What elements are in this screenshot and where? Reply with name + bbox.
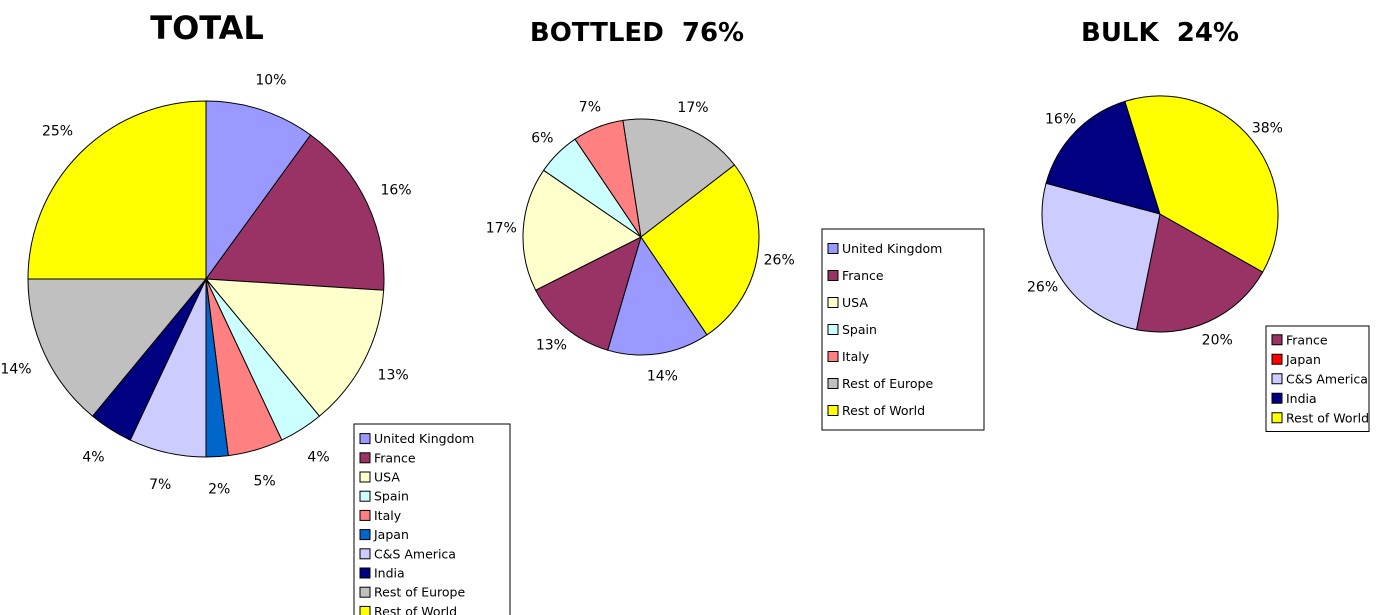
pie-bulk-labels: 20% 26% 16% 38%	[1027, 111, 1283, 348]
legend-item-spain: Spain	[374, 489, 409, 504]
legend-swatch-japan	[1271, 353, 1283, 365]
pie-bottled-slices	[522, 118, 760, 356]
legend-item-france: France	[842, 268, 884, 283]
legend-swatch-italy	[827, 351, 839, 362]
pie-bulk-slices	[1041, 95, 1279, 333]
data-label-rest-of-europe: 17%	[677, 100, 708, 116]
pie-slice-cands-america	[1041, 182, 1161, 331]
legend-item-rest-of-europe: Rest of Europe	[374, 585, 465, 600]
pie-chart-bottled: BOTTLED 76% 14% 13% 17% 6% 7% 17% 26% United K…	[486, 18, 985, 431]
legend-item-spain: Spain	[842, 322, 877, 337]
data-label-usa: 17%	[486, 221, 517, 237]
legend-swatch-usa	[359, 471, 371, 483]
pie-slice-rest-of-europe	[622, 118, 736, 238]
legend-item-rest-of-world: Rest of World	[842, 403, 925, 418]
legend-item-cands-america: C&S America	[1286, 371, 1368, 386]
legend-item-usa: USA	[374, 470, 400, 485]
pie-slice-france	[1135, 213, 1264, 333]
pie-chart-total: TOTAL 10% 16% 13% 4% 5% 2% 7% 4% 14% 25% United K…	[0, 9, 511, 615]
data-label-france: 13%	[536, 338, 567, 354]
legend-item-japan: Japan	[1285, 352, 1321, 367]
pie-slice-usa	[522, 169, 642, 291]
pie-slice-rest-of-world	[640, 164, 760, 336]
pie-chart-bulk: BULK 24% 20% 26% 16% 38% France Japan C&S Ame…	[1027, 18, 1370, 432]
pie-slice-united-kingdom	[205, 100, 312, 281]
data-label-spain: 6%	[531, 131, 553, 147]
legend-box	[821, 228, 985, 431]
legend-item-rest-of-world: Rest of World	[374, 604, 457, 615]
legend-swatch-france	[359, 452, 371, 464]
pie-slice-france	[205, 134, 385, 291]
legend-box	[353, 423, 511, 615]
legend-swatch-rest-of-europe	[827, 378, 839, 389]
legend-swatch-rest-of-world	[359, 605, 371, 615]
legend-item-rest-of-world: Rest of World	[1286, 410, 1369, 425]
pie-bottled-labels: 14% 13% 17% 6% 7% 17% 26%	[486, 100, 795, 385]
legend-swatch-japan	[359, 529, 371, 541]
data-label-united-kingdom: 10%	[255, 72, 286, 88]
pie-slice-rest-of-world	[1124, 95, 1279, 273]
chart-title-total: TOTAL	[150, 9, 264, 47]
data-label-spain: 4%	[307, 449, 329, 465]
legend-swatch-united-kingdom	[827, 243, 839, 254]
legend-bottled: United Kingdom France USA Spain Italy Rest of…	[821, 228, 985, 431]
legend-item-italy: Italy	[842, 349, 870, 364]
legend-total: United Kingdom France USA Spain Italy Japan C&…	[353, 423, 511, 615]
legend-item-rest-of-europe: Rest of Europe	[842, 376, 933, 391]
legend-bulk: France Japan C&S America India Rest of World	[1265, 325, 1370, 432]
data-label-rest-of-world: 26%	[764, 252, 795, 268]
legend-swatch-spain	[827, 324, 839, 335]
legend-swatch-india	[1271, 392, 1283, 404]
data-label-india: 16%	[1045, 111, 1076, 127]
data-label-india: 4%	[82, 449, 104, 465]
legend-swatch-italy	[359, 509, 371, 521]
data-label-cands-america: 26%	[1027, 280, 1058, 296]
legend-swatch-spain	[359, 490, 371, 502]
legend-swatch-rest-of-world	[1271, 412, 1283, 424]
legend-item-usa: USA	[842, 295, 868, 310]
legend-swatch-france	[827, 270, 839, 281]
legend-swatch-cands-america	[359, 548, 371, 560]
data-label-usa: 13%	[378, 367, 409, 383]
legend-box	[1265, 325, 1370, 432]
data-label-rest-of-world: 25%	[42, 124, 73, 140]
chart-title-bottled: BOTTLED 76%	[530, 18, 744, 48]
legend-swatch-rest-of-europe	[359, 586, 371, 598]
legend-item-france: France	[374, 450, 416, 465]
legend-swatch-usa	[827, 297, 839, 308]
pie-slice-usa	[204, 278, 385, 417]
data-label-italy: 5%	[253, 474, 275, 490]
pie-total-labels: 10% 16% 13% 4% 5% 2% 7% 4% 14% 25%	[0, 72, 411, 497]
pie-slice-rest-of-europe	[27, 278, 208, 417]
pie-total-slices	[27, 100, 385, 458]
legend-swatch-india	[359, 567, 371, 579]
legend-swatch-rest-of-world	[827, 405, 839, 416]
pie-slice-rest-of-world	[27, 100, 207, 280]
legend-item-cands-america: C&S America	[374, 546, 456, 561]
data-label-cands-america: 7%	[149, 477, 171, 493]
legend-item-japan: Japan	[373, 527, 409, 542]
data-label-france: 16%	[380, 183, 411, 199]
legend-swatch-france	[1271, 334, 1283, 346]
pie-slice-india	[1045, 100, 1161, 215]
pie-slice-france	[535, 236, 642, 351]
legend-swatch-united-kingdom	[359, 433, 371, 445]
legend-item-france: France	[1286, 332, 1328, 347]
data-label-united-kingdom: 14%	[647, 368, 678, 384]
legend-item-italy: Italy	[374, 508, 402, 523]
data-label-rest-of-europe: 14%	[0, 361, 31, 377]
legend-swatch-cands-america	[1271, 373, 1283, 385]
legend-item-india: India	[374, 566, 405, 581]
data-label-france: 20%	[1202, 333, 1233, 349]
legend-item-india: India	[1286, 391, 1317, 406]
chart-title-bulk: BULK 24%	[1081, 18, 1239, 48]
data-label-italy: 7%	[579, 100, 601, 116]
data-label-japan: 2%	[208, 482, 230, 498]
legend-item-united-kingdom: United Kingdom	[374, 431, 474, 446]
legend-item-united-kingdom: United Kingdom	[842, 241, 942, 256]
data-label-rest-of-world: 38%	[1252, 120, 1283, 136]
